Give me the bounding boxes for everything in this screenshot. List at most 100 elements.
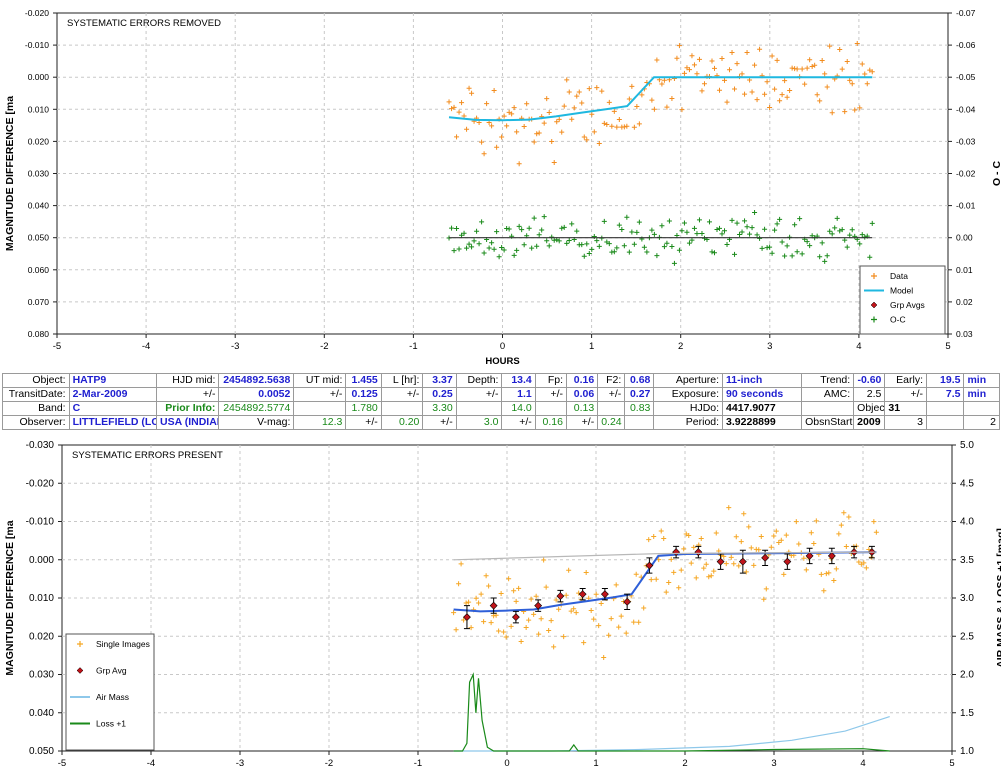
data-point [799,66,805,72]
data-point [754,232,760,238]
data-point [804,65,810,71]
data-point [511,105,517,111]
info-table: Object: HATP9 HJD mid: 2454892.5638 UT mid: 1… [2,373,1000,430]
y2-tick-label: 5.0 [960,440,974,451]
data-point [486,583,492,589]
data-point [494,144,500,150]
data-point [873,529,879,535]
data-point [842,109,848,115]
data-point [689,53,695,59]
data-point [631,124,637,130]
data-point [588,607,594,613]
data-point [661,535,667,541]
y2-tick-label: 3.0 [960,593,974,604]
group-average-point [463,613,471,622]
data-point [809,63,815,69]
data-point [463,600,469,606]
data-point [621,124,627,130]
x-tick-label: -3 [231,341,239,352]
info-cell: ObsnStartDate: [801,415,855,430]
data-point [728,554,734,560]
data-point [636,121,642,127]
data-point [763,586,769,592]
data-point [566,89,572,95]
info-cell: LITTLEFIELD (LC2) [68,415,158,430]
data-point [501,629,507,635]
data-point [653,576,659,582]
y-tick-label: 0.010 [28,104,50,114]
data-point [516,161,522,167]
data-point [706,219,712,225]
data-point [479,139,485,145]
data-point [553,597,559,603]
data-point [581,640,587,646]
data-point [636,619,642,625]
data-point [601,218,607,224]
data-point [661,244,667,250]
info-cell: Exposure: [653,387,724,402]
data-point [811,541,817,547]
x-tick-label: -3 [236,758,244,768]
data-point [867,67,873,73]
info-cell: 0.125 [345,387,382,402]
info-cell: 2.5 [853,387,886,402]
info-cell: USA (INDIANA) [155,415,220,430]
data-point [446,99,452,105]
data-point [491,87,497,93]
data-point [782,253,788,259]
group-average-point [511,613,520,622]
data-point [453,627,459,633]
data-point [703,561,709,567]
data-point [824,84,830,90]
info-cell: 1.1 [501,387,536,402]
data-point [586,86,592,92]
data-point [779,92,785,98]
y-tick-label: 0.000 [29,555,54,566]
info-cell: HATP9 [68,373,158,388]
info-cell: 2454892.5774 [218,401,295,416]
data-point [488,620,494,626]
data-point [581,253,587,259]
data-point [696,217,702,223]
y-axis-label: MAGNITUDE DIFFERENCE [ma [4,96,16,251]
data-point [474,228,480,234]
legend-label: O-C [890,315,906,325]
data-point [781,571,787,577]
data-point [792,222,798,228]
data-point [799,251,805,257]
data-point [639,92,645,98]
y2-tick-label: -0.01 [956,201,976,211]
data-point [854,41,860,47]
x-tick-label: -5 [58,758,66,768]
data-point [594,238,600,244]
y-tick-label: 0.020 [28,136,50,146]
data-point [777,216,783,222]
data-point [717,225,723,231]
info-cell: TransitDate: [2,387,70,402]
data-point [772,227,778,233]
data-point [741,511,747,517]
data-point [686,532,692,538]
data-point [829,110,835,116]
info-cell [624,415,655,430]
x-tick-label: 0 [500,341,505,352]
info-cell: min [963,387,1000,402]
data-point [509,111,515,117]
data-point [701,565,707,571]
data-point [789,253,795,259]
group-average-point [761,553,770,562]
legend-label: Model [890,286,913,296]
info-cell: 90 seconds [722,387,803,402]
data-point [629,229,635,235]
data-point [871,519,877,525]
data-point [551,160,557,166]
data-point [564,77,570,83]
data-point [479,219,485,225]
data-point [734,61,740,67]
data-point [729,217,735,223]
data-point [733,534,739,540]
info-cell: F2: [597,373,626,388]
data-point [586,251,592,257]
info-cell [455,401,503,416]
data-point [659,81,665,87]
